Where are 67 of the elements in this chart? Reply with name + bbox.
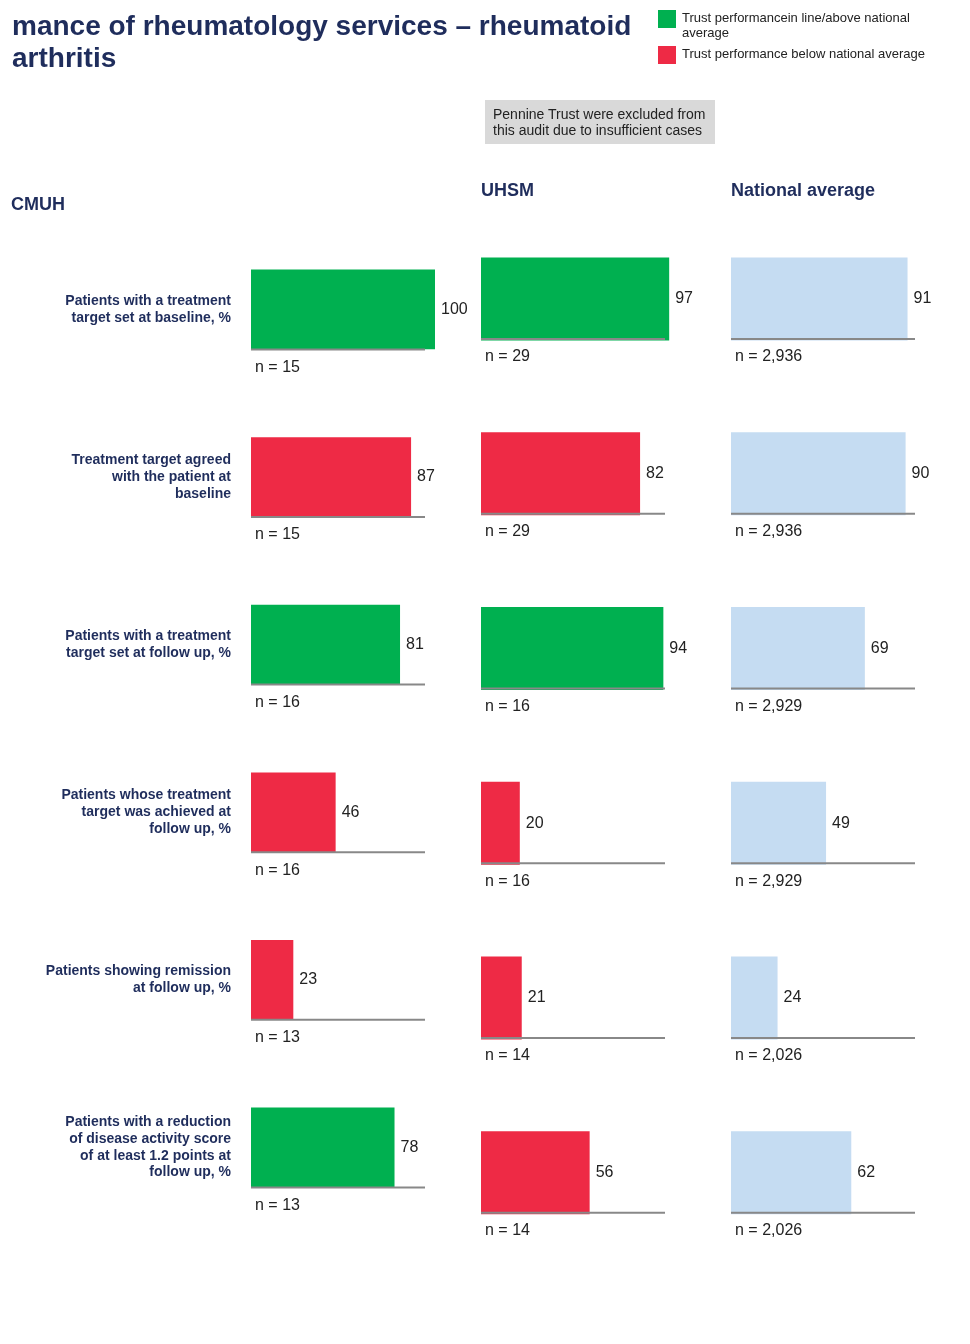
bar	[731, 432, 906, 516]
annotation: n = 2,929	[735, 871, 803, 889]
annotation: n = 16	[255, 693, 301, 711]
annotation: n = 16	[485, 871, 531, 889]
bar	[251, 1107, 395, 1188]
bar	[251, 772, 336, 853]
data-label: 24	[783, 988, 802, 1006]
bar	[731, 1131, 852, 1215]
annotation: n = 2,936	[735, 522, 803, 540]
annotation: n = 2,026	[735, 1221, 803, 1239]
data-label: 91	[913, 289, 932, 307]
bar	[731, 257, 908, 341]
bar	[251, 437, 412, 517]
annotation: n = 13	[255, 1028, 301, 1046]
data-label: 21	[527, 988, 546, 1006]
annotation: n = 14	[485, 1046, 531, 1064]
annotation: n = 16	[485, 696, 531, 714]
bar	[251, 940, 294, 1020]
data-label: 56	[595, 1163, 614, 1181]
text: mance of rheumatology services – rheumatoid arthritis	[12, 10, 632, 74]
annotation: n = 29	[485, 347, 531, 365]
annotation: n = 16	[255, 860, 301, 878]
data-label: 82	[646, 464, 664, 482]
legend-label: Trust performance below national average	[682, 46, 926, 61]
bar	[731, 606, 865, 690]
bar	[481, 956, 522, 1040]
annotation: n = 15	[255, 357, 301, 375]
annotation: n = 2,936	[735, 347, 803, 365]
annotation: n = 29	[485, 522, 531, 540]
annotation: n = 2,026	[735, 1046, 803, 1064]
bar	[481, 1131, 590, 1215]
data-label: 90	[911, 464, 930, 482]
bar	[731, 781, 827, 865]
chart-title: UHSM	[481, 179, 534, 200]
annotation: n = 13	[255, 1195, 301, 1213]
y-tick-label: Treatment target agreed with the patient at baseline	[71, 451, 232, 501]
annotation: n = 2,929	[735, 696, 803, 714]
data-label: 94	[669, 638, 688, 656]
bar	[481, 606, 664, 690]
data-label: 20	[525, 813, 544, 831]
data-label: 97	[675, 289, 694, 307]
legend-label: Trust performancein line/above national average	[682, 10, 911, 40]
annotation: n = 14	[485, 1221, 531, 1239]
bar	[481, 257, 670, 341]
data-label: 87	[417, 467, 435, 485]
y-tick-label: Patients whose treatment target was achieved at follow up, %	[61, 786, 232, 836]
data-label: 62	[857, 1163, 876, 1181]
data-label: 23	[299, 970, 318, 988]
data-label: 78	[400, 1137, 419, 1155]
text: CMUH	[11, 193, 65, 214]
y-tick-label: Patients showing remission at follow up, %	[45, 962, 232, 996]
bar	[481, 781, 520, 865]
data-label: 100	[441, 299, 468, 317]
data-label: 49	[832, 813, 850, 831]
y-tick-label: Patients with a reduction of disease activity score of at least 1.2 points at follow up, %	[65, 1113, 232, 1180]
data-label: 46	[341, 802, 360, 820]
chart-title: National average	[731, 179, 876, 200]
bar	[251, 269, 435, 350]
bar	[251, 604, 401, 685]
bar	[481, 432, 641, 516]
data-label: 69	[870, 638, 889, 656]
text: Pennine Trust were excluded from this audit due to insufficient cases	[485, 100, 715, 144]
bar	[731, 956, 778, 1040]
data-label: 81	[406, 635, 424, 653]
annotation: n = 15	[255, 525, 301, 543]
y-tick-label: Patients with a treatment target set at baseline, %	[65, 291, 232, 325]
y-tick-label: Patients with a treatment target set at follow up, %	[65, 627, 232, 660]
